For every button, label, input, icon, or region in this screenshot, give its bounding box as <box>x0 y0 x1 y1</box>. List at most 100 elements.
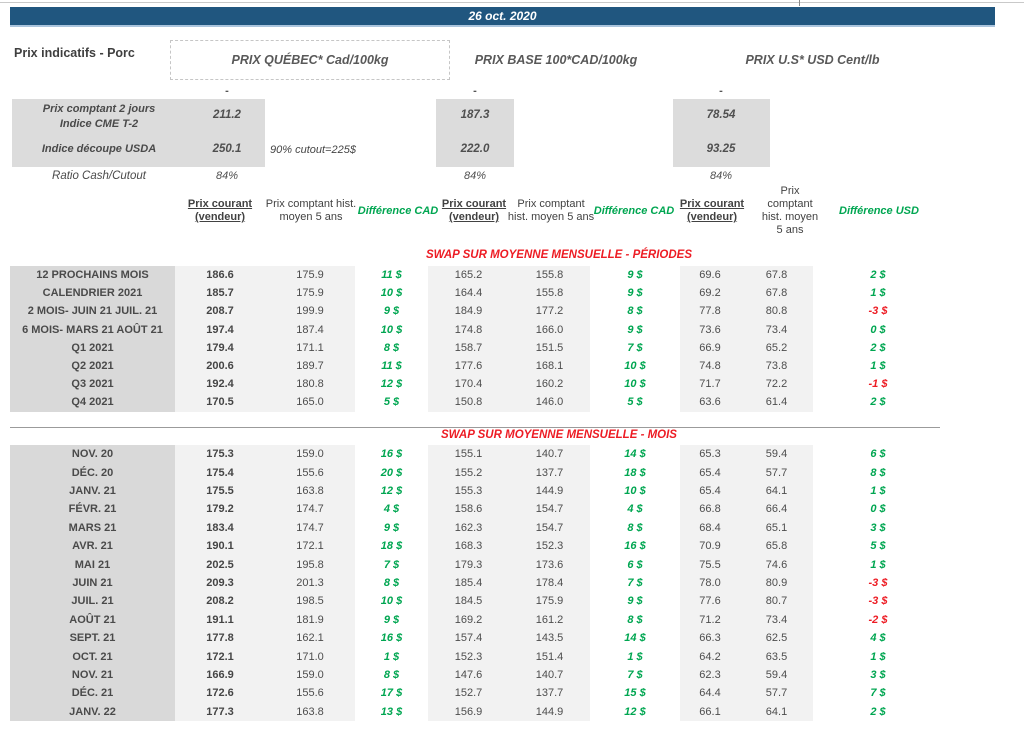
us-difference-usd: 4 $ <box>813 629 943 648</box>
row-label: DÉC. 21 <box>10 684 175 703</box>
base-prix-courant: 150.8 <box>428 393 509 412</box>
us-difference-usd: 1 $ <box>813 356 943 376</box>
qc-difference-cad: 10 $ <box>355 320 428 339</box>
table-row: OCT. 21 172.1 171.0 1 $152.3 151.4 1 $64.2 63.… <box>10 647 943 666</box>
base-prix-courant: 155.1 <box>428 445 509 464</box>
base-hist-moyen: 143.5 <box>509 629 590 648</box>
qc-difference-cad: 9 $ <box>355 610 428 630</box>
base-prix-courant: 155.2 <box>428 463 509 482</box>
qc-hist-moyen: 187.4 <box>265 320 355 339</box>
qc-hist-moyen: 195.8 <box>265 555 355 574</box>
base-difference-cad: 8 $ <box>590 610 680 630</box>
base-prix-courant: 179.3 <box>428 555 509 574</box>
us-difference-usd: 2 $ <box>813 266 943 285</box>
base-difference-cad: 14 $ <box>590 629 680 648</box>
row-label: AVR. 21 <box>10 537 175 556</box>
base-hist-moyen: 166.0 <box>509 320 590 339</box>
us-prix-courant: 63.6 <box>680 393 740 412</box>
table-row: Q1 2021 179.4 171.1 8 $158.7 151.5 7 $66.9 65.… <box>10 338 943 357</box>
base-prix-courant: 170.4 <box>428 375 509 394</box>
row-label: NOV. 21 <box>10 665 175 685</box>
base-prix-courant: 168.3 <box>428 537 509 556</box>
base-difference-cad: 15 $ <box>590 684 680 703</box>
us-prix-courant: 71.7 <box>680 375 740 394</box>
qc-hist-moyen: 174.7 <box>265 518 355 538</box>
base-difference-cad: 5 $ <box>590 393 680 412</box>
us-prix-courant: 65.4 <box>680 481 740 501</box>
us-prix-courant: 66.3 <box>680 629 740 648</box>
qc-prix-courant: 175.4 <box>175 463 265 482</box>
base-prix-courant: 185.4 <box>428 573 509 593</box>
qc-hist-moyen: 163.8 <box>265 702 355 722</box>
qc-difference-cad: 16 $ <box>355 445 428 464</box>
table-row: FÉVR. 21 179.2 174.7 4 $158.6 154.7 4 $66.8 66… <box>10 500 943 519</box>
us-prix-courant: 66.9 <box>680 338 740 357</box>
qc-hist-moyen: 163.8 <box>265 481 355 501</box>
row-label: OCT. 21 <box>10 647 175 666</box>
qc-prix-courant: 172.1 <box>175 647 265 666</box>
ratio-quebec: 84% <box>215 170 239 182</box>
col-header-qc-prix-courant: Prix courant (vendeur) <box>187 198 253 223</box>
qc-hist-moyen: 181.9 <box>265 610 355 630</box>
spot-price-quebec: 211.2 <box>213 109 241 121</box>
qc-hist-moyen: 189.7 <box>265 356 355 376</box>
table-row: Q4 2021 170.5 165.0 5 $150.8 146.0 5 $63.6 61.… <box>10 393 943 412</box>
base-difference-cad: 9 $ <box>590 284 680 303</box>
us-hist-moyen: 57.7 <box>740 684 813 703</box>
us-prix-courant: 64.4 <box>680 684 740 703</box>
top-border-line <box>0 2 1024 3</box>
base-difference-cad: 7 $ <box>590 665 680 685</box>
report-date: 26 oct. 2020 <box>468 9 537 23</box>
us-prix-courant: 75.5 <box>680 555 740 574</box>
us-hist-moyen: 80.8 <box>740 302 813 321</box>
qc-difference-cad: 8 $ <box>355 573 428 593</box>
us-prix-courant: 66.8 <box>680 500 740 519</box>
base-difference-cad: 9 $ <box>590 320 680 339</box>
spot-price-label-line1: Prix comptant 2 jours <box>42 103 156 115</box>
base-difference-cad: 14 $ <box>590 445 680 464</box>
qc-hist-moyen: 159.0 <box>265 445 355 464</box>
base-prix-courant: 158.7 <box>428 338 509 357</box>
us-hist-moyen: 64.1 <box>740 481 813 501</box>
us-difference-usd: 2 $ <box>813 393 943 412</box>
base-hist-moyen: 137.7 <box>509 684 590 703</box>
base-prix-courant: 152.3 <box>428 647 509 666</box>
row-label: CALENDRIER 2021 <box>10 284 175 303</box>
base-difference-cad: 9 $ <box>590 266 680 285</box>
base-prix-courant: 177.6 <box>428 356 509 376</box>
col-header-diff-cad-2: Différence CAD <box>593 204 675 217</box>
table-row: DÉC. 20 175.4 155.6 20 $155.2 137.7 18 $65.4 5… <box>10 463 943 482</box>
qc-difference-cad: 18 $ <box>355 537 428 556</box>
base-difference-cad: 4 $ <box>590 500 680 519</box>
qc-hist-moyen: 180.8 <box>265 375 355 394</box>
base-hist-moyen: 137.7 <box>509 463 590 482</box>
qc-prix-courant: 179.4 <box>175 338 265 357</box>
table-row: DÉC. 21 172.6 155.6 17 $152.7 137.7 15 $64.4 5… <box>10 684 943 703</box>
qc-prix-courant: 200.6 <box>175 356 265 376</box>
row-label: JANV. 21 <box>10 481 175 501</box>
qc-prix-courant: 172.6 <box>175 684 265 703</box>
us-difference-usd: 5 $ <box>813 537 943 556</box>
us-difference-usd: 0 $ <box>813 500 943 519</box>
summary-box-base <box>436 99 514 167</box>
base-difference-cad: 16 $ <box>590 537 680 556</box>
qc-difference-cad: 9 $ <box>355 518 428 538</box>
base-hist-moyen: 140.7 <box>509 445 590 464</box>
base-prix-courant: 174.8 <box>428 320 509 339</box>
us-difference-usd: -2 $ <box>813 610 943 630</box>
base-hist-moyen: 151.5 <box>509 338 590 357</box>
row-label: SEPT. 21 <box>10 629 175 648</box>
base-hist-moyen: 178.4 <box>509 573 590 593</box>
base-difference-cad: 6 $ <box>590 555 680 574</box>
qc-hist-moyen: 165.0 <box>265 393 355 412</box>
table-row: AVR. 21 190.1 172.1 18 $168.3 152.3 16 $70.9 6… <box>10 537 943 556</box>
row-label: NOV. 20 <box>10 445 175 464</box>
base-prix-courant: 184.9 <box>428 302 509 321</box>
usda-cutout-base: 222.0 <box>460 143 490 155</box>
qc-prix-courant: 170.5 <box>175 393 265 412</box>
qc-prix-courant: 208.2 <box>175 592 265 611</box>
qc-prix-courant: 186.6 <box>175 266 265 285</box>
us-prix-courant: 77.6 <box>680 592 740 611</box>
col-header-base-prix-courant: Prix courant (vendeur) <box>441 198 507 223</box>
us-hist-moyen: 62.5 <box>740 629 813 648</box>
